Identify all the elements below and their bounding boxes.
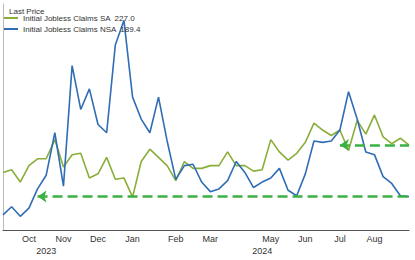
svg-text:Dec: Dec [90,234,107,244]
svg-text:Initial Jobless Claims SA 227.: Initial Jobless Claims SA 227.0 [23,13,135,23]
svg-text:Nov: Nov [55,234,72,244]
svg-text:Oct: Oct [22,234,37,244]
svg-text:Aug: Aug [366,234,382,244]
svg-text:Last Price: Last Price [9,7,45,16]
svg-text:Initial Jobless Claims NSA 18: Initial Jobless Claims NSA 189.4 [23,25,141,34]
svg-text:Jan: Jan [125,234,140,244]
svg-text:May: May [262,234,280,244]
svg-text:2023: 2023 [36,246,56,256]
svg-text:Jul: Jul [334,234,346,244]
svg-text:2024: 2024 [252,246,272,256]
svg-text:Jun: Jun [298,234,313,244]
svg-text:Feb: Feb [168,234,184,244]
svg-text:Mar: Mar [203,234,219,244]
